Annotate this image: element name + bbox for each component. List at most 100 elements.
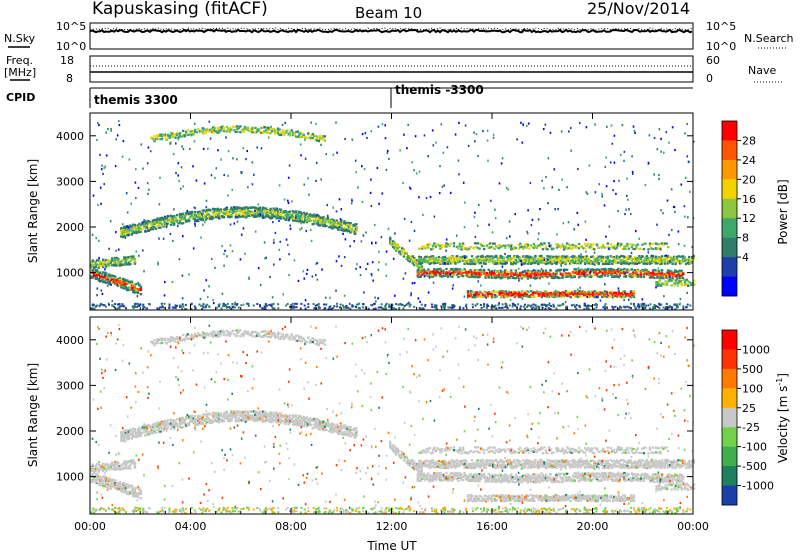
power-cell <box>643 276 645 278</box>
power-cell <box>221 245 223 247</box>
nsearch-trace <box>90 28 692 30</box>
power-cell <box>213 211 215 213</box>
power-cell <box>310 220 312 222</box>
power-cell <box>477 225 479 227</box>
power-cell <box>191 134 193 136</box>
power-cell <box>355 228 357 230</box>
power-cell <box>159 177 161 179</box>
power-cell <box>114 276 116 278</box>
power-cell <box>681 184 683 186</box>
power-cell <box>670 284 672 286</box>
power-cell <box>652 248 654 250</box>
power-cell <box>409 187 411 189</box>
power-cell <box>361 165 363 167</box>
power-cell <box>640 258 642 260</box>
power-cell <box>105 166 107 168</box>
power-cell <box>542 244 544 246</box>
power-cell <box>294 303 296 305</box>
power-cell <box>246 150 248 152</box>
power-cell <box>257 129 259 131</box>
power-cell <box>686 123 688 125</box>
power-cell <box>192 165 194 167</box>
power-cell <box>474 263 476 265</box>
power-cell <box>472 304 474 306</box>
power-cell <box>688 256 690 258</box>
power-cell <box>284 198 286 200</box>
power-cell <box>386 251 388 253</box>
power-cell <box>98 257 100 259</box>
power-cell <box>577 289 579 291</box>
power-cell <box>349 225 351 227</box>
power-cell <box>449 273 451 275</box>
power-cell <box>658 174 660 176</box>
power-cell <box>498 307 500 309</box>
power-cell <box>681 256 683 258</box>
power-cell <box>520 260 522 262</box>
power-cell <box>552 186 554 188</box>
power-cell <box>225 136 227 138</box>
power-cell <box>506 271 508 273</box>
power-cell <box>615 306 617 308</box>
power-cell <box>371 205 373 207</box>
power-cell <box>134 258 136 260</box>
power-cell <box>450 243 452 245</box>
power-cell <box>184 135 186 137</box>
power-cell <box>458 173 460 175</box>
power-cell <box>628 306 630 308</box>
power-cell <box>429 277 431 279</box>
power-cell <box>280 134 282 136</box>
nsearch-tick-top: 10^5 <box>706 20 736 33</box>
power-cell <box>505 262 507 264</box>
power-cell <box>632 272 634 274</box>
power-cell <box>563 270 565 272</box>
power-cell <box>143 219 145 221</box>
power-cell <box>561 273 563 275</box>
power-cell <box>592 274 594 276</box>
power-cell <box>481 255 483 257</box>
power-cell <box>522 271 524 273</box>
power-cell <box>306 137 308 139</box>
power-cell <box>382 192 384 194</box>
power-cell <box>626 271 628 273</box>
power-cell <box>495 217 497 219</box>
power-cell <box>305 230 307 232</box>
power-cell <box>455 133 457 135</box>
power-cell <box>220 159 222 161</box>
power-cell <box>185 131 187 133</box>
power-cell <box>194 223 196 225</box>
power-cell <box>105 266 107 268</box>
power-cell <box>687 216 689 218</box>
power-cell <box>150 150 152 152</box>
power-cell <box>357 303 359 305</box>
power-cell <box>601 193 603 195</box>
power-cell <box>138 187 140 189</box>
power-cell <box>418 297 420 299</box>
power-cell <box>388 158 390 160</box>
power-cell <box>666 131 668 133</box>
power-cell <box>327 217 329 219</box>
power-cell <box>194 207 196 209</box>
power-cell <box>539 277 541 279</box>
power-cell <box>565 256 567 258</box>
power-cell <box>263 126 265 128</box>
power-cell <box>135 283 137 285</box>
power-cell <box>386 169 388 171</box>
power-cell <box>590 271 592 273</box>
power-cell <box>370 179 372 181</box>
power-cell <box>527 244 529 246</box>
power-cell <box>247 127 249 129</box>
power-cell <box>421 262 423 264</box>
power-cell <box>680 270 682 272</box>
power-cell <box>487 139 489 141</box>
power-cell <box>130 203 132 205</box>
power-cell <box>628 299 630 301</box>
power-cell <box>599 183 601 185</box>
power-cell <box>580 253 582 255</box>
power-cell <box>279 184 281 186</box>
power-cell <box>456 255 458 257</box>
power-cell <box>197 128 199 130</box>
power-cell <box>618 287 620 289</box>
power-cell <box>407 124 409 126</box>
power-cell <box>168 307 170 309</box>
power-cell <box>100 304 102 306</box>
